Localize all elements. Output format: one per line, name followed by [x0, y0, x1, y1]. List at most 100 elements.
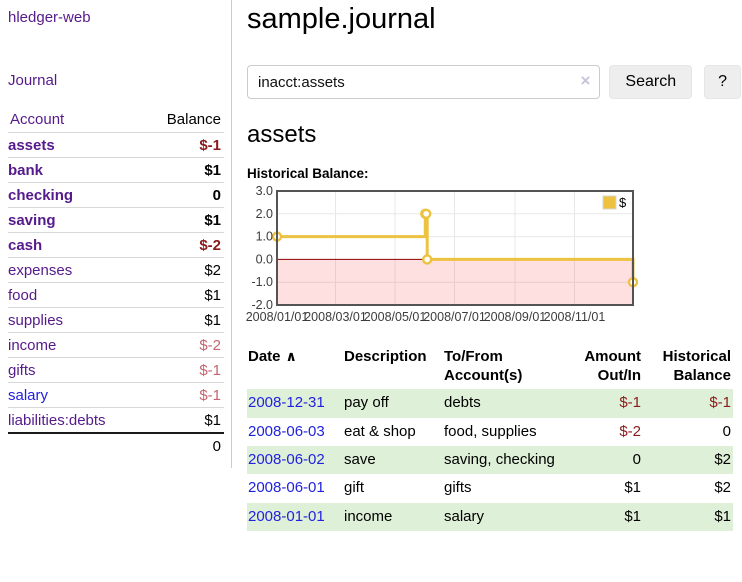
y-axis-tick-label: 3.0 [256, 184, 273, 198]
account-balance: $-1 [154, 132, 224, 158]
account-balance: 0 [154, 182, 224, 208]
y-axis-tick-label: 1.0 [256, 230, 273, 244]
register-column-header: Amount Out/In [584, 348, 641, 385]
transaction-amount: $1 [624, 479, 641, 497]
historical-balance-chart: $3.0 2.0 1.0 0.0 -1.0 -2.0 2008/01/01 2008/03/0… [246, 184, 741, 331]
chart-label: Historical Balance: [247, 166, 369, 181]
account-row: checking 0 [8, 182, 224, 208]
accounts-column-header[interactable]: Account [10, 111, 65, 128]
transaction-accounts: salary [444, 507, 485, 525]
account-row: liabilities:debts $1 [8, 407, 224, 433]
transaction-date-link[interactable]: 2008-06-03 [248, 422, 325, 440]
account-link[interactable]: salary [8, 387, 49, 404]
account-balance: $-1 [154, 382, 224, 408]
account-link[interactable]: cash [8, 237, 43, 254]
help-button[interactable]: ? [704, 65, 741, 99]
account-balance: $1 [154, 282, 224, 308]
account-row: assets $-1 [8, 132, 224, 158]
account-link[interactable]: checking [8, 187, 74, 204]
account-link[interactable]: liabilities:debts [8, 412, 106, 429]
register-row: 2008-06-03 eat & shop food, supplies $-2 0 [247, 418, 733, 446]
transaction-amount: 0 [632, 450, 641, 468]
transaction-date-link[interactable]: 2008-06-02 [248, 450, 325, 468]
negative-region [277, 259, 633, 305]
register-row: 2008-06-02 save saving, checking 0 $2 [247, 445, 733, 475]
legend-label: $ [619, 195, 627, 210]
account-row: salary $-1 [8, 382, 224, 408]
search-button[interactable]: Search [609, 65, 693, 99]
account-row: saving $1 [8, 207, 224, 233]
account-link[interactable]: expenses [8, 262, 73, 279]
accounts-table-header: Account Balance [8, 109, 224, 133]
account-balance: $1 [154, 157, 224, 183]
account-link[interactable]: gifts [8, 362, 36, 379]
account-link[interactable]: income [8, 337, 57, 354]
transaction-balance: $-1 [709, 394, 731, 412]
transaction-amount: $-1 [619, 394, 641, 412]
sidebar: hledger-web Journal Account Balance asse… [0, 0, 232, 468]
y-axis-tick-label: 2.0 [256, 207, 273, 221]
transaction-accounts: food, supplies [444, 422, 537, 440]
data-point-marker [422, 254, 433, 265]
account-row: bank $1 [8, 157, 224, 183]
x-axis-tick-label: 2008/03/01 [304, 310, 367, 324]
register-row: 2008-06-01 gift gifts $1 $2 [247, 474, 733, 502]
account-balance: $-1 [154, 357, 224, 383]
sidebar-item-journal[interactable]: Journal [8, 72, 58, 89]
x-axis-tick-label: 2008/05/01 [364, 310, 427, 324]
main-content: sample.journal × Search ? assets Histori… [232, 0, 741, 531]
search-input[interactable] [247, 65, 601, 99]
transaction-balance: $2 [714, 479, 731, 497]
register-row: 2008-12-31 pay off debts $-1 $-1 [247, 389, 733, 418]
account-balance: $-2 [154, 232, 224, 258]
transaction-balance: $1 [714, 507, 731, 525]
sort-ascending-icon: ∧ [285, 348, 297, 364]
account-balance: $2 [154, 257, 224, 283]
transaction-accounts: gifts [444, 479, 472, 497]
transaction-date-link[interactable]: 2008-12-31 [248, 394, 325, 412]
transaction-date-link[interactable]: 2008-01-01 [248, 507, 325, 525]
account-link[interactable]: saving [8, 212, 56, 229]
search-bar: × Search ? [247, 65, 741, 99]
account-balance: $1 [154, 207, 224, 233]
transaction-accounts: saving, checking [444, 450, 555, 468]
register-column-header: To/From Account(s) [444, 348, 523, 385]
account-link[interactable]: bank [8, 162, 44, 179]
transaction-amount: $-2 [619, 422, 641, 440]
account-balance: $-2 [154, 332, 224, 358]
account-link[interactable]: food [8, 287, 38, 304]
transaction-accounts: debts [444, 394, 481, 412]
register-header-row: Date ∧ Description To/From Account(s) Amount… [247, 346, 733, 389]
accounts-total-balance: 0 [154, 432, 224, 458]
account-row: expenses $2 [8, 257, 224, 283]
x-axis-tick-label: 2008/07/01 [423, 310, 486, 324]
search-field-wrap: × [247, 65, 601, 99]
balance-column-header: Balance [166, 111, 221, 128]
accounts-table: Account Balance assets $-1 bank $1 checking 0… [8, 109, 224, 458]
x-axis-tick-label: 2008/01/01 [246, 310, 309, 324]
register-row: 2008-01-01 income salary $1 $1 [247, 502, 733, 531]
register-column-header: Historical Balance [662, 348, 731, 385]
page-title: sample.journal [247, 3, 436, 35]
accounts-total-row: 0 [8, 432, 224, 458]
account-link[interactable]: supplies [8, 312, 64, 329]
register-column-header: Description [344, 348, 427, 365]
y-axis-tick-label: -1.0 [251, 275, 273, 289]
transaction-date-link[interactable]: 2008-06-01 [248, 479, 325, 497]
clear-search-icon[interactable]: × [580, 71, 591, 90]
account-row: gifts $-1 [8, 357, 224, 383]
account-row: supplies $1 [8, 307, 224, 333]
account-heading: assets [247, 121, 317, 148]
transaction-description: income [344, 507, 393, 525]
account-row: food $1 [8, 282, 224, 308]
transaction-description: save [344, 450, 376, 468]
register-column-header[interactable]: Date ∧ [248, 348, 297, 365]
brand-link[interactable]: hledger-web [8, 9, 91, 26]
account-link[interactable]: assets [8, 137, 55, 154]
transaction-description: pay off [344, 394, 389, 412]
register-table: Date ∧ Description To/From Account(s) Amount… [247, 346, 733, 531]
data-point-marker [421, 208, 432, 219]
transaction-amount: $1 [624, 507, 641, 525]
y-axis-tick-label: 0.0 [256, 252, 273, 266]
account-row: income $-2 [8, 332, 224, 358]
